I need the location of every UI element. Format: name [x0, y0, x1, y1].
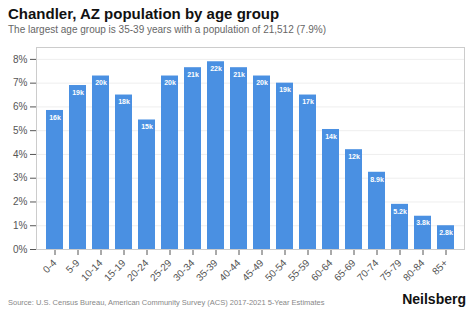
svg-text:45-49: 45-49 — [240, 257, 266, 283]
svg-text:20k: 20k — [256, 79, 268, 86]
svg-text:1%: 1% — [13, 220, 28, 231]
svg-text:12k: 12k — [348, 153, 360, 160]
html-text:Source: U.S. Census Bureau, Am: Source: U.S. Census Bureau, American Com… — [8, 298, 325, 307]
svg-text:80-84: 80-84 — [401, 257, 427, 283]
svg-text:15k: 15k — [141, 123, 153, 130]
svg-text:55-59: 55-59 — [286, 257, 312, 283]
svg-text:19k: 19k — [72, 89, 84, 96]
svg-text:2%: 2% — [13, 196, 28, 207]
svg-text:25-29: 25-29 — [148, 257, 174, 283]
svg-text:20k: 20k — [95, 79, 107, 86]
html-text:Chandler, AZ population by age: Chandler, AZ population by age group — [8, 5, 280, 22]
svg-text:30-34: 30-34 — [171, 257, 197, 283]
svg-text:19k: 19k — [279, 86, 291, 93]
svg-text:20k: 20k — [164, 79, 176, 86]
svg-text:5%: 5% — [13, 125, 28, 136]
svg-text:22k: 22k — [210, 65, 222, 72]
svg-text:70-74: 70-74 — [355, 257, 381, 283]
svg-text:21k: 21k — [187, 71, 199, 78]
svg-text:21k: 21k — [233, 71, 245, 78]
svg-text:15-19: 15-19 — [102, 257, 128, 283]
svg-text:40-44: 40-44 — [217, 257, 243, 283]
html-text:Neilsberg: Neilsberg — [402, 291, 466, 307]
svg-text:5.2k: 5.2k — [393, 208, 407, 215]
svg-text:14k: 14k — [325, 133, 337, 140]
svg-text:4%: 4% — [13, 149, 28, 160]
svg-text:6%: 6% — [13, 101, 28, 112]
svg-text:10-14: 10-14 — [79, 257, 105, 283]
svg-text:7%: 7% — [13, 77, 28, 88]
svg-text:2.8k: 2.8k — [439, 229, 453, 236]
html-text:The largest age group is 35-39: The largest age group is 35-39 years wit… — [8, 24, 326, 35]
svg-text:35-39: 35-39 — [194, 257, 220, 283]
svg-text:20-24: 20-24 — [125, 257, 151, 283]
svg-text:3.8k: 3.8k — [416, 219, 430, 226]
svg-text:17k: 17k — [302, 98, 314, 105]
svg-text:0%: 0% — [13, 244, 28, 255]
svg-text:0-4: 0-4 — [41, 257, 59, 275]
svg-text:50-54: 50-54 — [263, 257, 289, 283]
svg-text:3%: 3% — [13, 172, 28, 183]
svg-text:8.9k: 8.9k — [370, 176, 384, 183]
svg-text:65-69: 65-69 — [332, 257, 358, 283]
svg-text:75-79: 75-79 — [378, 257, 404, 283]
svg-text:16k: 16k — [49, 114, 61, 121]
svg-text:8%: 8% — [13, 54, 28, 65]
svg-text:85+: 85+ — [430, 257, 450, 277]
svg-text:18k: 18k — [118, 98, 130, 105]
svg-text:60-64: 60-64 — [309, 257, 335, 283]
svg-text:5-9: 5-9 — [64, 257, 82, 275]
